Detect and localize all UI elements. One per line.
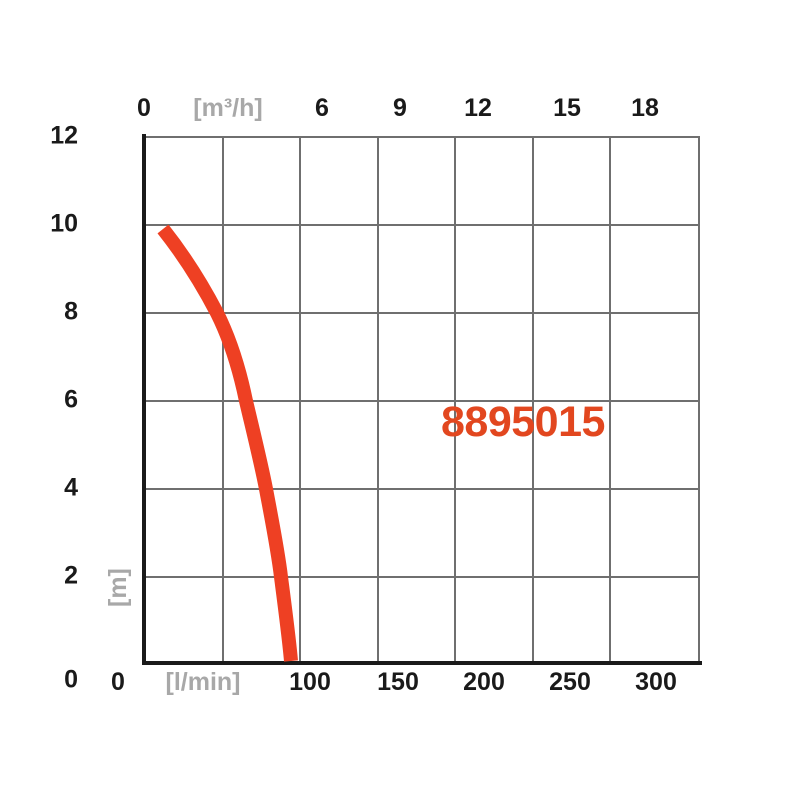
y-tick-6: 6 [64,385,78,414]
gridline-vertical [698,136,700,663]
model-number-label: 8895015 [441,398,605,446]
gridline-vertical [222,136,224,663]
y-tick-0: 0 [64,665,78,694]
x-bottom-tick-250: 250 [549,668,591,696]
x-top-tick-0: 0 [137,94,151,122]
x-bottom-unit-label: [l/min] [165,668,241,696]
x-bottom-tick-300: 300 [635,668,677,696]
y-axis-line [142,134,146,665]
plot-frame-top [144,136,700,138]
x-top-tick-9: 9 [393,94,407,122]
gridline-horizontal [144,576,700,578]
gridline-vertical [299,136,301,663]
gridline-horizontal [144,488,700,490]
gridline-vertical [454,136,456,663]
y-axis-unit-label: [m] [104,568,132,607]
y-tick-8: 8 [64,297,78,326]
y-tick-2: 2 [64,561,78,590]
x-bottom-tick-150: 150 [377,668,419,696]
gridline-vertical [532,136,534,663]
x-top-tick-15: 15 [553,94,581,122]
x-top-tick-12: 12 [464,94,492,122]
gridline-horizontal [144,400,700,402]
gridline-vertical [609,136,611,663]
x-bottom-tick-100: 100 [289,668,331,696]
x-top-tick-18: 18 [631,94,659,122]
x-bottom-tick-200: 200 [463,668,505,696]
y-tick-4: 4 [64,473,78,502]
x-axis-line [142,661,702,665]
gridline-vertical [377,136,379,663]
x-bottom-tick-0: 0 [111,668,125,696]
gridline-horizontal [144,224,700,226]
y-tick-10: 10 [50,209,78,238]
x-top-unit-label: [m³/h] [193,94,263,122]
gridline-horizontal [144,312,700,314]
x-top-tick-6: 6 [315,94,329,122]
y-tick-12: 12 [50,121,78,150]
